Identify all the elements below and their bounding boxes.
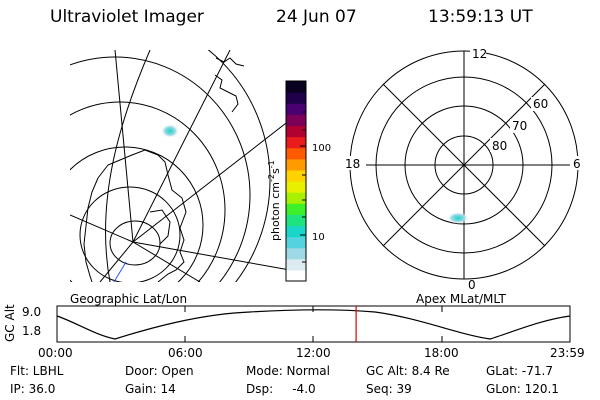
latitude-ring [109,220,161,266]
imager-title: Ultraviolet Imager [50,7,204,27]
colorbar-tick-label: 100 [312,143,331,154]
colorbar-segment [286,236,306,249]
x-tick-label: 18:00 [424,346,459,360]
coastline [215,57,245,67]
polar-plot [349,50,579,280]
mlt-label-18: 18 [345,157,360,171]
svg-text:photon cm-2s-1: photon cm-2s-1 [267,160,282,241]
altitude-x-ticks [56,306,571,342]
x-tick-label: 23:59 [550,346,585,360]
colorbar-segment [286,269,306,282]
colorbar-segment [286,92,306,104]
coastline [149,209,171,245]
colorbar-segment [286,103,306,115]
mode-info: Mode: Normal [246,364,330,378]
colorbar-segment [286,81,306,93]
coastline [83,177,99,282]
satellite-track [113,261,127,282]
apex-caption: Apex MLat/MLT [416,292,506,306]
longitude-line [132,241,290,271]
colorbar-segment [286,147,306,160]
x-tick-label: 12:00 [296,346,331,360]
altitude-curve [56,309,571,340]
unit-sup: -2 [267,174,276,182]
image-time: 13:59:13 UT [428,7,533,27]
ip-info: IP: 36.0 [10,382,56,396]
longitude-line [132,241,201,282]
longitude-line [132,50,231,243]
colorbar-tick-label: 10 [312,232,325,243]
coastline [214,74,239,113]
glon-info: GLon: 120.1 [486,382,559,396]
longitude-line [132,119,290,243]
longitude-line [99,241,134,282]
mlt-label-6: 6 [573,157,581,171]
colorbar-segment [286,258,306,271]
unit-sup: -1 [267,160,276,168]
mlt-label-12: 12 [472,47,487,61]
colorbar-segment [286,203,306,215]
latitude-ring [70,146,204,282]
latitude-ring [70,56,251,282]
colorbar-segment [286,136,306,149]
mlt-label-0: 0 [468,278,476,292]
door-info: Door: Open [125,364,194,378]
longitude-line [114,50,134,243]
image-date: 24 Jun 07 [276,7,357,27]
y-tick-label: 9.0 [22,305,42,319]
terminator-curve [105,50,151,282]
colorbar-segment [286,214,306,227]
colorbar-segment [286,158,306,171]
latitude-ring [79,186,181,282]
colorbar-ticks [300,111,306,263]
gc-alt-info: GC Alt: 8.4 Re [366,364,450,378]
gain-info: Gain: 14 [125,382,176,396]
seq-info: Seq: 39 [366,382,412,396]
x-tick-label: 00:00 [38,346,73,360]
aurora-patch [447,212,469,224]
gc-alt-axis-label: GC Alt [3,304,17,342]
geographic-caption: Geographic Lat/Lon [70,292,188,306]
colorbar-segment [286,192,306,204]
unit-base: photon cm [269,182,282,241]
colorbar-unit: photon cm-2s-1 [267,160,282,241]
colorbar-segment [286,114,306,127]
mlt-line-diagonal [382,83,546,247]
glat-info: GLat: -71.7 [486,364,553,378]
longitude-line [70,214,134,243]
colorbar [286,81,306,282]
latitude-ring [207,50,271,282]
unit-mid: s [269,168,282,174]
coastline [97,149,187,282]
mlat-label-60: 60 [533,97,548,111]
colorbar-segment [286,181,306,193]
filter-info: Flt: LBHL [10,364,64,378]
colorbar-frame [285,80,307,282]
mlat-label-80: 80 [492,139,507,153]
mlat-label-70: 70 [512,119,527,133]
colorbar-segment [286,125,306,138]
geographic-map [70,50,290,282]
colorbar-segment [286,247,306,260]
dsp-info: Dsp: -4.0 [246,382,316,396]
colorbar-segment [286,169,306,182]
y-tick-label: 1.8 [22,324,42,338]
aurora-patch [161,124,179,138]
x-tick-label: 06:00 [168,346,203,360]
colorbar-segment [286,225,306,238]
